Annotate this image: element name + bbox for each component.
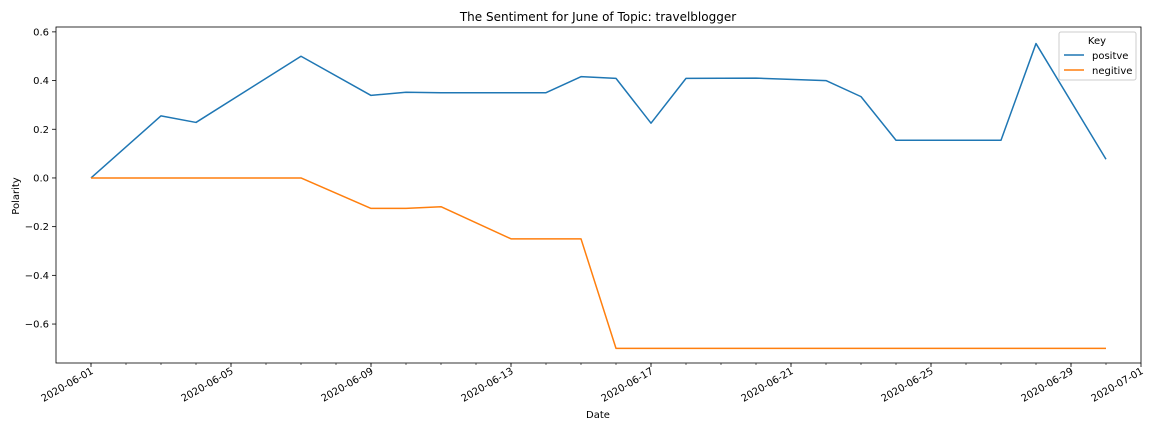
x-tick-label: 2020-06-21 xyxy=(740,366,796,405)
y-tick-label: 0.0 xyxy=(33,173,49,184)
y-tick-label: 0.6 xyxy=(33,27,49,38)
y-tick-label: −0.4 xyxy=(25,271,49,282)
series-line-positive xyxy=(90,42,1107,179)
x-tick-label: 2020-06-05 xyxy=(180,366,236,405)
x-tick-label: 2020-07-01 xyxy=(1090,366,1146,405)
x-tick-label: 2020-06-13 xyxy=(460,366,516,405)
series-layer xyxy=(90,42,1107,350)
legend-label-negative: negitive xyxy=(1092,66,1132,77)
y-tick-label: 0.4 xyxy=(33,76,49,87)
y-axis: 0.6 0.4 0.2 0.0 −0.2 −0.4 −0.6 xyxy=(25,27,56,331)
x-tick-label: 2020-06-25 xyxy=(880,366,936,405)
x-tick-label: 2020-06-17 xyxy=(600,366,656,405)
legend-label-positive: positve xyxy=(1092,51,1128,62)
x-axis-title: Date xyxy=(586,410,610,421)
x-tick-label: 2020-06-29 xyxy=(1020,366,1076,405)
x-tick-label: 2020-06-09 xyxy=(320,366,376,405)
series-line-negative xyxy=(91,177,1106,350)
y-tick-label: −0.6 xyxy=(25,320,49,331)
legend: Key positve negitive xyxy=(1058,31,1137,81)
y-axis-title: Polarity xyxy=(11,177,22,215)
legend-box xyxy=(1058,31,1137,81)
x-axis: 2020-06-01 2020-06-05 2020-06-09 2020-06-13… xyxy=(40,363,1146,405)
chart-title: The Sentiment for June of Topic: travelb… xyxy=(459,10,736,24)
legend-title: Key xyxy=(1088,36,1106,47)
x-tick-label: 2020-06-01 xyxy=(40,366,96,405)
plot-area xyxy=(55,26,1142,364)
plot-frame xyxy=(55,26,1142,364)
y-tick-label: 0.2 xyxy=(33,125,49,136)
y-tick-label: −0.2 xyxy=(25,222,49,233)
